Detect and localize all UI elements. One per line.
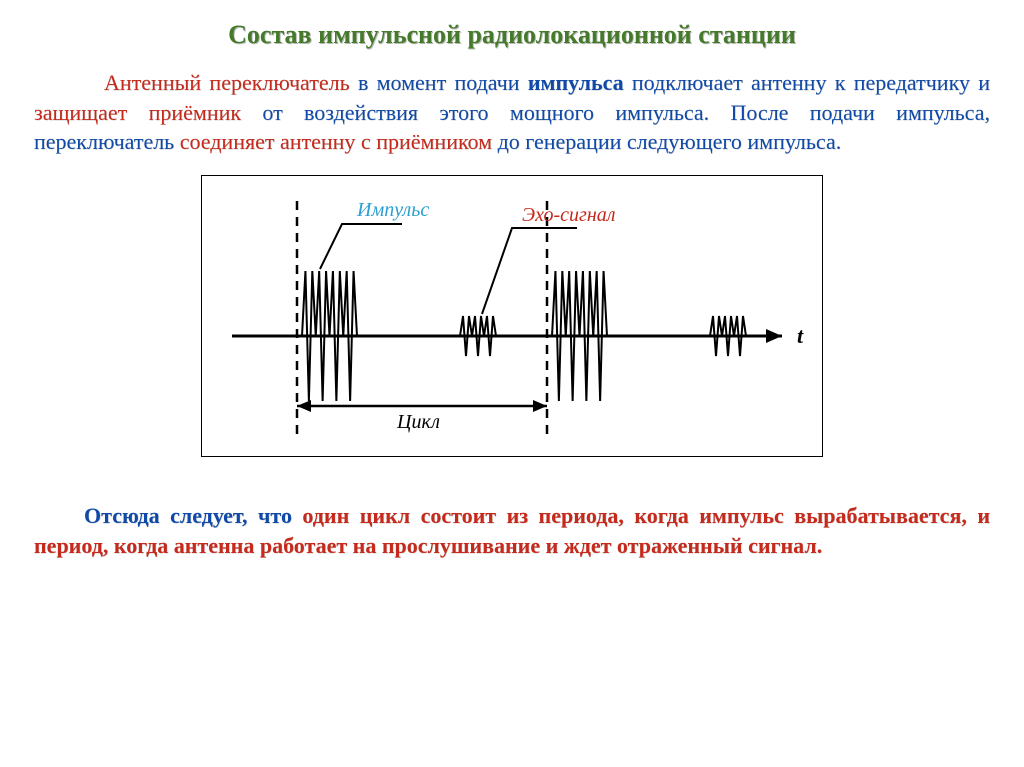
svg-text:Импульс: Импульс	[356, 199, 429, 221]
svg-text:Цикл: Цикл	[396, 411, 440, 433]
pulse-diagram: t Импульс Эхо-сигнал Цикл	[201, 175, 823, 457]
p2-lead: Отсюда следует, что	[84, 503, 302, 528]
diagram-svg: t Импульс Эхо-сигнал Цикл	[202, 176, 822, 456]
page-title: Состав импульсной радиолокационной станц…	[0, 0, 1024, 50]
paragraph-2: Отсюда следует, что один цикл состоит из…	[0, 457, 1024, 560]
paragraph-1: Антенный переключатель в момент подачи и…	[0, 50, 1024, 157]
svg-text:Эхо-сигнал: Эхо-сигнал	[522, 204, 616, 226]
svg-text:t: t	[797, 323, 804, 348]
